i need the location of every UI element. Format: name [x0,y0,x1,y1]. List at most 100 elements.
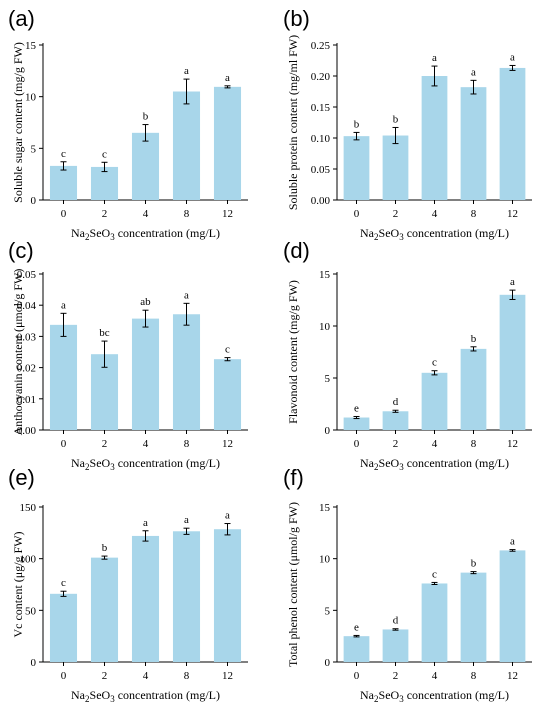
chart-3-ytick-label: 0.02 [17,363,36,375]
chart-5-x-axis-title-part: SeO [90,688,111,702]
chart-3-significance-letter: bc [99,327,110,339]
chart-5-x-axis-title-part: 2 [85,694,90,704]
chart-1-bar-12 [213,86,242,200]
chart-5-ytick-label: 50 [25,605,37,617]
chart-6-y-axis-title: Total phenol content (μmol/g FW) [286,502,300,667]
chart-6-xtick-label: 4 [432,670,438,682]
chart-2-x-axis-title-part: Na [360,226,375,240]
chart-4-x-axis-title-part: SeO [379,456,400,470]
chart-1-xtick-label: 8 [184,208,190,220]
chart-3-x-axis-title: Na2SeO3 concentration (mg/L) [71,456,220,472]
chart-3-xtick-label: 2 [102,438,108,450]
chart-4-bar-8 [460,348,487,430]
chart-4-ytick-label: 5 [325,373,331,385]
chart-2-ytick-label: 0.05 [311,164,331,176]
chart-3-ytick-label: 0.04 [17,300,37,312]
chart-3-ytick-label: 0.01 [17,394,36,406]
chart-4-significance-letter: a [510,276,515,288]
chart-3-x-axis-title-part: concentration (mg/L) [115,456,220,470]
chart-2-ytick-label: 0.20 [311,71,331,83]
chart-6-x-axis-title-part: 2 [374,694,379,704]
chart-2-xtick-label: 0 [354,208,360,220]
chart-3-significance-letter: ab [140,296,151,308]
chart-5-xtick-label: 2 [102,670,108,682]
chart-4-ytick-label: 10 [319,321,331,333]
chart-3-xtick-label: 0 [61,438,67,450]
chart-6-significance-letter: e [354,621,359,633]
chart-2-y-axis-title: Soluble protein content (mg/ml FW) [286,35,300,210]
chart-1-x-axis-title-part: 3 [110,232,115,242]
chart-5-significance-letter: a [143,517,148,529]
chart-4-bar-0 [343,417,370,430]
chart-1-significance-letter: c [61,148,66,160]
chart-1-xtick-label: 0 [61,208,67,220]
chart-2-bar-8 [460,87,487,200]
chart-3-xtick-label: 8 [184,438,190,450]
chart-2-ytick-label: 0.25 [311,40,331,52]
chart-1-ytick-label: 15 [25,40,37,52]
chart-3: (c) 0.00 0.01 0.02 0.03 0.04 0.05 a 0 bc 2 ab 4 a 8 c 12… [8,238,248,472]
chart-2-xtick-label: 4 [432,208,438,220]
chart-2-x-axis-title-part: 3 [399,232,404,242]
chart-2-significance-letter: a [510,51,515,63]
chart-1-bar-0 [49,165,78,200]
chart-1-bar-8 [172,91,201,200]
chart-6-panel-label: (f) [283,465,304,490]
chart-2-x-axis-title: Na2SeO3 concentration (mg/L) [360,226,509,242]
chart-6-ytick-label: 5 [325,605,331,617]
chart-2-ytick-label: 0.15 [311,102,331,114]
chart-3-x-axis-title-part: 3 [110,462,115,472]
chart-2-x-axis-title-part: 2 [374,232,379,242]
chart-2-significance-letter: b [393,113,399,125]
chart-3-bar-12 [213,359,242,430]
chart-5-x-axis-title: Na2SeO3 concentration (mg/L) [71,688,220,704]
chart-2-bar-12 [499,67,526,200]
chart-5-ytick-label: 0 [31,657,37,669]
chart-5-bar-2 [90,557,119,662]
chart-4-panel-label: (d) [283,238,310,263]
chart-6-x-axis-title-part: Na [360,688,375,702]
chart-3-xtick-label: 12 [222,438,233,450]
chart-6-x-axis-title-part: 3 [399,694,404,704]
chart-1-x-axis-title-part: SeO [90,226,111,240]
chart-4-x-axis-title-part: 2 [374,462,379,472]
chart-5-bar-0 [49,593,78,662]
chart-2-bar-2 [382,135,409,200]
chart-5-significance-letter: c [61,577,66,589]
chart-4-xtick-label: 4 [432,438,438,450]
chart-3-ytick-label: 0.05 [17,269,37,281]
chart-2: (b) 0.00 0.05 0.10 0.15 0.20 0.25 b 0 b 2 a 4 a 8 a 12 Na… [283,6,532,242]
chart-3-x-axis-title-part: SeO [90,456,111,470]
chart-1-x-axis-title: Na2SeO3 concentration (mg/L) [71,226,220,242]
chart-4-significance-letter: e [354,402,359,414]
chart-1-ytick-label: 0 [31,195,37,207]
chart-2-significance-letter: a [432,52,437,64]
chart-5-xtick-label: 12 [222,670,233,682]
chart-3-bar-0 [49,324,78,430]
chart-4-ytick-label: 0 [325,425,331,437]
chart-2-significance-letter: a [471,66,476,78]
chart-6-significance-letter: a [510,536,515,548]
chart-1-x-axis-title-part: concentration (mg/L) [115,226,220,240]
chart-1-xtick-label: 12 [222,208,233,220]
chart-5-ytick-label: 150 [20,502,37,514]
chart-4-x-axis-title-part: 3 [399,462,404,472]
chart-1-significance-letter: a [184,65,189,77]
chart-2-xtick-label: 12 [507,208,518,220]
chart-5-ytick-label: 100 [20,554,37,566]
chart-4-xtick-label: 8 [471,438,477,450]
chart-6-xtick-label: 2 [393,670,399,682]
chart-6-bar-8 [460,572,487,662]
chart-2-x-axis-title-part: SeO [379,226,400,240]
chart-4-bar-4 [421,372,448,430]
chart-3-bar-4 [131,318,160,430]
chart-1-x-axis-title-part: 2 [85,232,90,242]
chart-6-bar-4 [421,583,448,662]
chart-5-bar-8 [172,531,201,662]
chart-4-significance-letter: d [393,396,399,408]
chart-3-ytick-label: 0.03 [17,331,37,343]
chart-3-significance-letter: c [225,344,230,356]
